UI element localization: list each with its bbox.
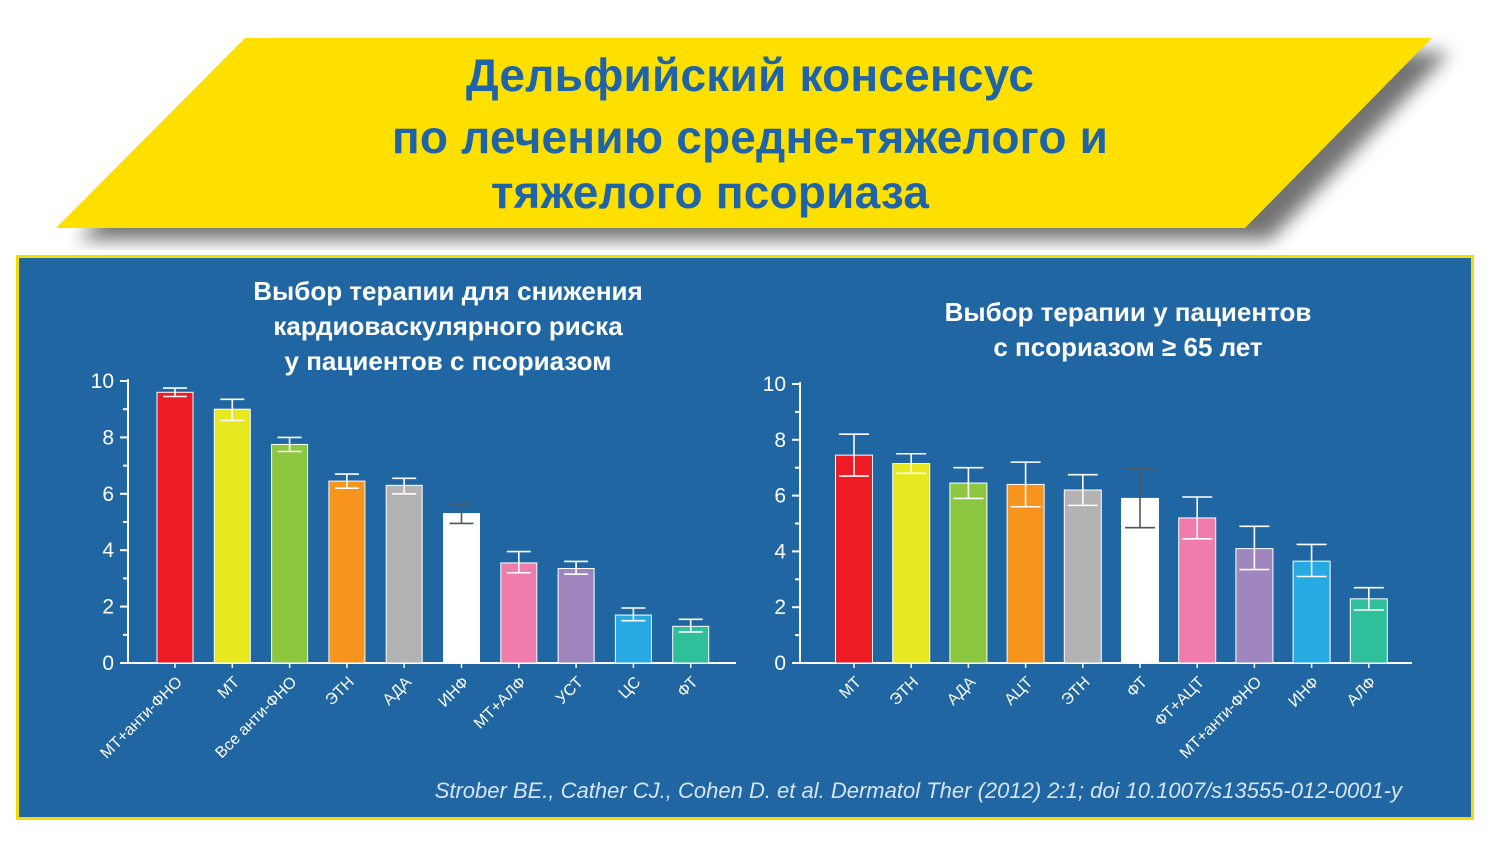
chart-2-error-bar	[1239, 525, 1270, 571]
chart-1-y-tick-label: 8	[102, 426, 114, 449]
chart-2-error-bar	[896, 452, 927, 475]
chart-2-y-tick-label: 8	[774, 429, 786, 452]
chart-1-y-tick-label: 10	[91, 370, 114, 393]
chart-2-bar	[1006, 483, 1045, 664]
chart-2-x-tick-label: ИНФ	[1286, 674, 1323, 711]
chart-2-x-tick-label: МТ	[836, 674, 865, 703]
chart-1-bar	[156, 391, 194, 664]
chart-1-error-bar	[163, 387, 187, 398]
chart-2-title: Выбор терапии у пациентов с псориазом ≥ …	[944, 297, 1312, 362]
chart-1-title: Выбор терапии для снижения кардиоваскуля…	[253, 276, 643, 376]
chart-2-bar	[949, 482, 988, 664]
chart-1-bar	[213, 408, 251, 664]
chart-2-x-tick-label: ФТ	[1124, 674, 1151, 701]
chart-1-error-bar	[277, 436, 302, 453]
chart-1-error-bar	[621, 607, 646, 622]
chart-2-error-bar	[839, 433, 869, 477]
chart-2-bar	[835, 454, 873, 664]
chart-2-y-tick-label: 2	[774, 596, 786, 619]
chart-2-bar	[1292, 560, 1331, 664]
chart-1-error-bar	[678, 618, 703, 633]
banner-title-line-1: Дельфийский консенсус	[465, 49, 1035, 101]
chart-1-y-tick-label: 6	[102, 483, 114, 506]
chart-2-y-tick-label: 4	[774, 540, 786, 563]
chart-2-bar	[1178, 517, 1217, 664]
chart-2-error-bar	[1010, 461, 1041, 508]
chart-2-bar	[1063, 489, 1102, 664]
chart-1-error-bar	[564, 560, 589, 575]
chart-2-error-bar	[1353, 586, 1384, 611]
chart-2-error-bar	[1125, 468, 1155, 529]
chart-2-x-tick-label: ФТ+АЦТ	[1152, 674, 1208, 730]
chart-2-y-tick-label: 10	[763, 373, 786, 396]
chart-1-error-bar	[392, 477, 417, 495]
chart-1-error-bar	[220, 398, 245, 422]
chart-2-error-bar	[1296, 543, 1327, 578]
title-banner	[56, 38, 1450, 240]
banner-title-line-2: по лечению средне-тяжелого и	[391, 111, 1109, 163]
chart-2-y-tick-label: 0	[774, 652, 786, 675]
chart-1-error-bar	[506, 550, 531, 574]
chart-2-x-tick-label: АЛФ	[1344, 674, 1380, 710]
chart-1-y-tick-label: 4	[102, 539, 114, 562]
chart-2-y-tick-label: 6	[774, 485, 786, 508]
banner-parallelogram	[56, 38, 1432, 228]
banner-title-line-3: тяжелого псориаза	[490, 166, 930, 218]
chart-2-x-tick-label: АДА	[944, 674, 979, 709]
chart-2-error-bar	[1067, 473, 1098, 507]
citation: Strober BE., Cather CJ., Cohen D. et al.…	[434, 778, 1402, 803]
chart-2-x-tick-label: ЭТН	[887, 674, 922, 709]
chart-1-y-tick-label: 0	[102, 652, 114, 675]
chart-1-y-tick-label: 2	[102, 596, 114, 619]
chart-1-error-bar	[449, 502, 474, 525]
chart-1-bar	[271, 443, 309, 664]
chart-2-error-bar	[1182, 496, 1213, 540]
chart-2-x-tick-label: АЦТ	[1002, 674, 1037, 709]
chart-2-bar	[892, 463, 931, 664]
chart-2-x-tick-label: ЭТН	[1058, 674, 1093, 709]
chart-2-error-bar	[953, 466, 984, 500]
charts-panel	[16, 255, 1474, 820]
chart-1-bar	[614, 614, 652, 664]
chart-1-error-bar	[334, 473, 359, 489]
